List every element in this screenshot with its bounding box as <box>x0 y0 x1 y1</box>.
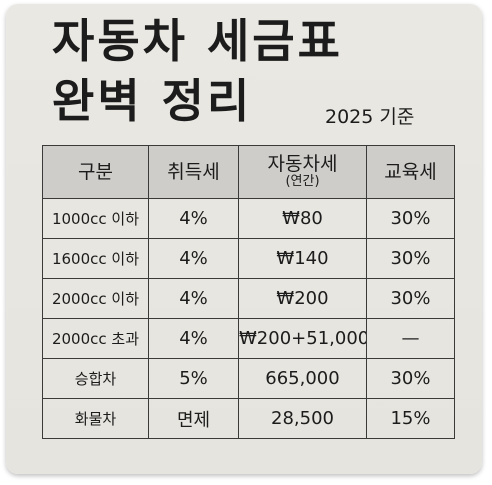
header-category: 구분 <box>42 145 149 199</box>
table-row: 2000cc 이하 4% ₩200 30% <box>42 278 455 319</box>
cell-education-tax: 30% <box>366 278 455 319</box>
table-row: 승합차 5% 665,000 30% <box>42 358 455 399</box>
cell-education-tax: — <box>366 318 455 359</box>
title-line-2: 완벽 정리 <box>52 74 253 128</box>
header-row: 구분 취득세 자동차세 (연간) 교육세 <box>42 145 455 199</box>
cell-education-tax: 15% <box>366 398 455 439</box>
cell-acquisition-tax: 4% <box>148 238 239 279</box>
cell-acquisition-tax: 4% <box>148 278 239 319</box>
header-vehicle-tax-sub: (연간) <box>285 174 320 190</box>
cell-education-tax: 30% <box>366 358 455 399</box>
cell-vehicle-tax: ₩200+51,000 <box>238 318 367 359</box>
cell-vehicle-tax: 28,500 <box>238 398 367 439</box>
tax-card: 자동차 세금표 완벽 정리 2025 기준 구분 취득세 자동차세 (연간) 교육… <box>6 4 482 474</box>
table-row: 2000cc 초과 4% ₩200+51,000 — <box>42 318 455 359</box>
cell-acquisition-tax: 4% <box>148 318 239 359</box>
header-acquisition-tax: 취득세 <box>148 145 239 199</box>
cell-education-tax: 30% <box>366 238 455 279</box>
cell-category: 1600cc 이하 <box>42 238 149 279</box>
tax-table: 구분 취득세 자동차세 (연간) 교육세 1000cc 이하 4% ₩80 30%… <box>42 145 455 439</box>
subtitle: 2025 기준 <box>325 106 415 128</box>
cell-vehicle-tax: 665,000 <box>238 358 367 399</box>
cell-vehicle-tax: ₩200 <box>238 278 367 319</box>
cell-category: 승합차 <box>42 358 149 399</box>
cell-acquisition-tax: 5% <box>148 358 239 399</box>
cell-acquisition-tax: 4% <box>148 198 239 239</box>
cell-vehicle-tax: ₩80 <box>238 198 367 239</box>
table-row: 1000cc 이하 4% ₩80 30% <box>42 198 455 239</box>
header-education-tax: 교육세 <box>366 145 455 199</box>
cell-category: 1000cc 이하 <box>42 198 149 239</box>
table-row: 1600cc 이하 4% ₩140 30% <box>42 238 455 279</box>
cell-vehicle-tax: ₩140 <box>238 238 367 279</box>
cell-category: 2000cc 초과 <box>42 318 149 359</box>
cell-acquisition-tax: 면제 <box>148 398 239 439</box>
cell-education-tax: 30% <box>366 198 455 239</box>
cell-category: 2000cc 이하 <box>42 278 149 319</box>
cell-category: 화물차 <box>42 398 149 439</box>
header-vehicle-tax: 자동차세 (연간) <box>238 145 367 199</box>
title-line-1: 자동차 세금표 <box>52 14 343 68</box>
table-row: 화물차 면제 28,500 15% <box>42 398 455 439</box>
